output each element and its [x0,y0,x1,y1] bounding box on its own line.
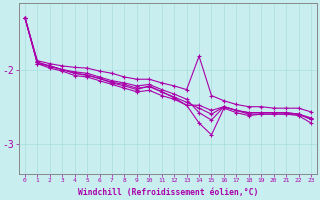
X-axis label: Windchill (Refroidissement éolien,°C): Windchill (Refroidissement éolien,°C) [78,188,258,197]
